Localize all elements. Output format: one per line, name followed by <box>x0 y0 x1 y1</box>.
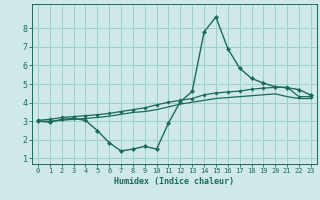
X-axis label: Humidex (Indice chaleur): Humidex (Indice chaleur) <box>115 177 234 186</box>
